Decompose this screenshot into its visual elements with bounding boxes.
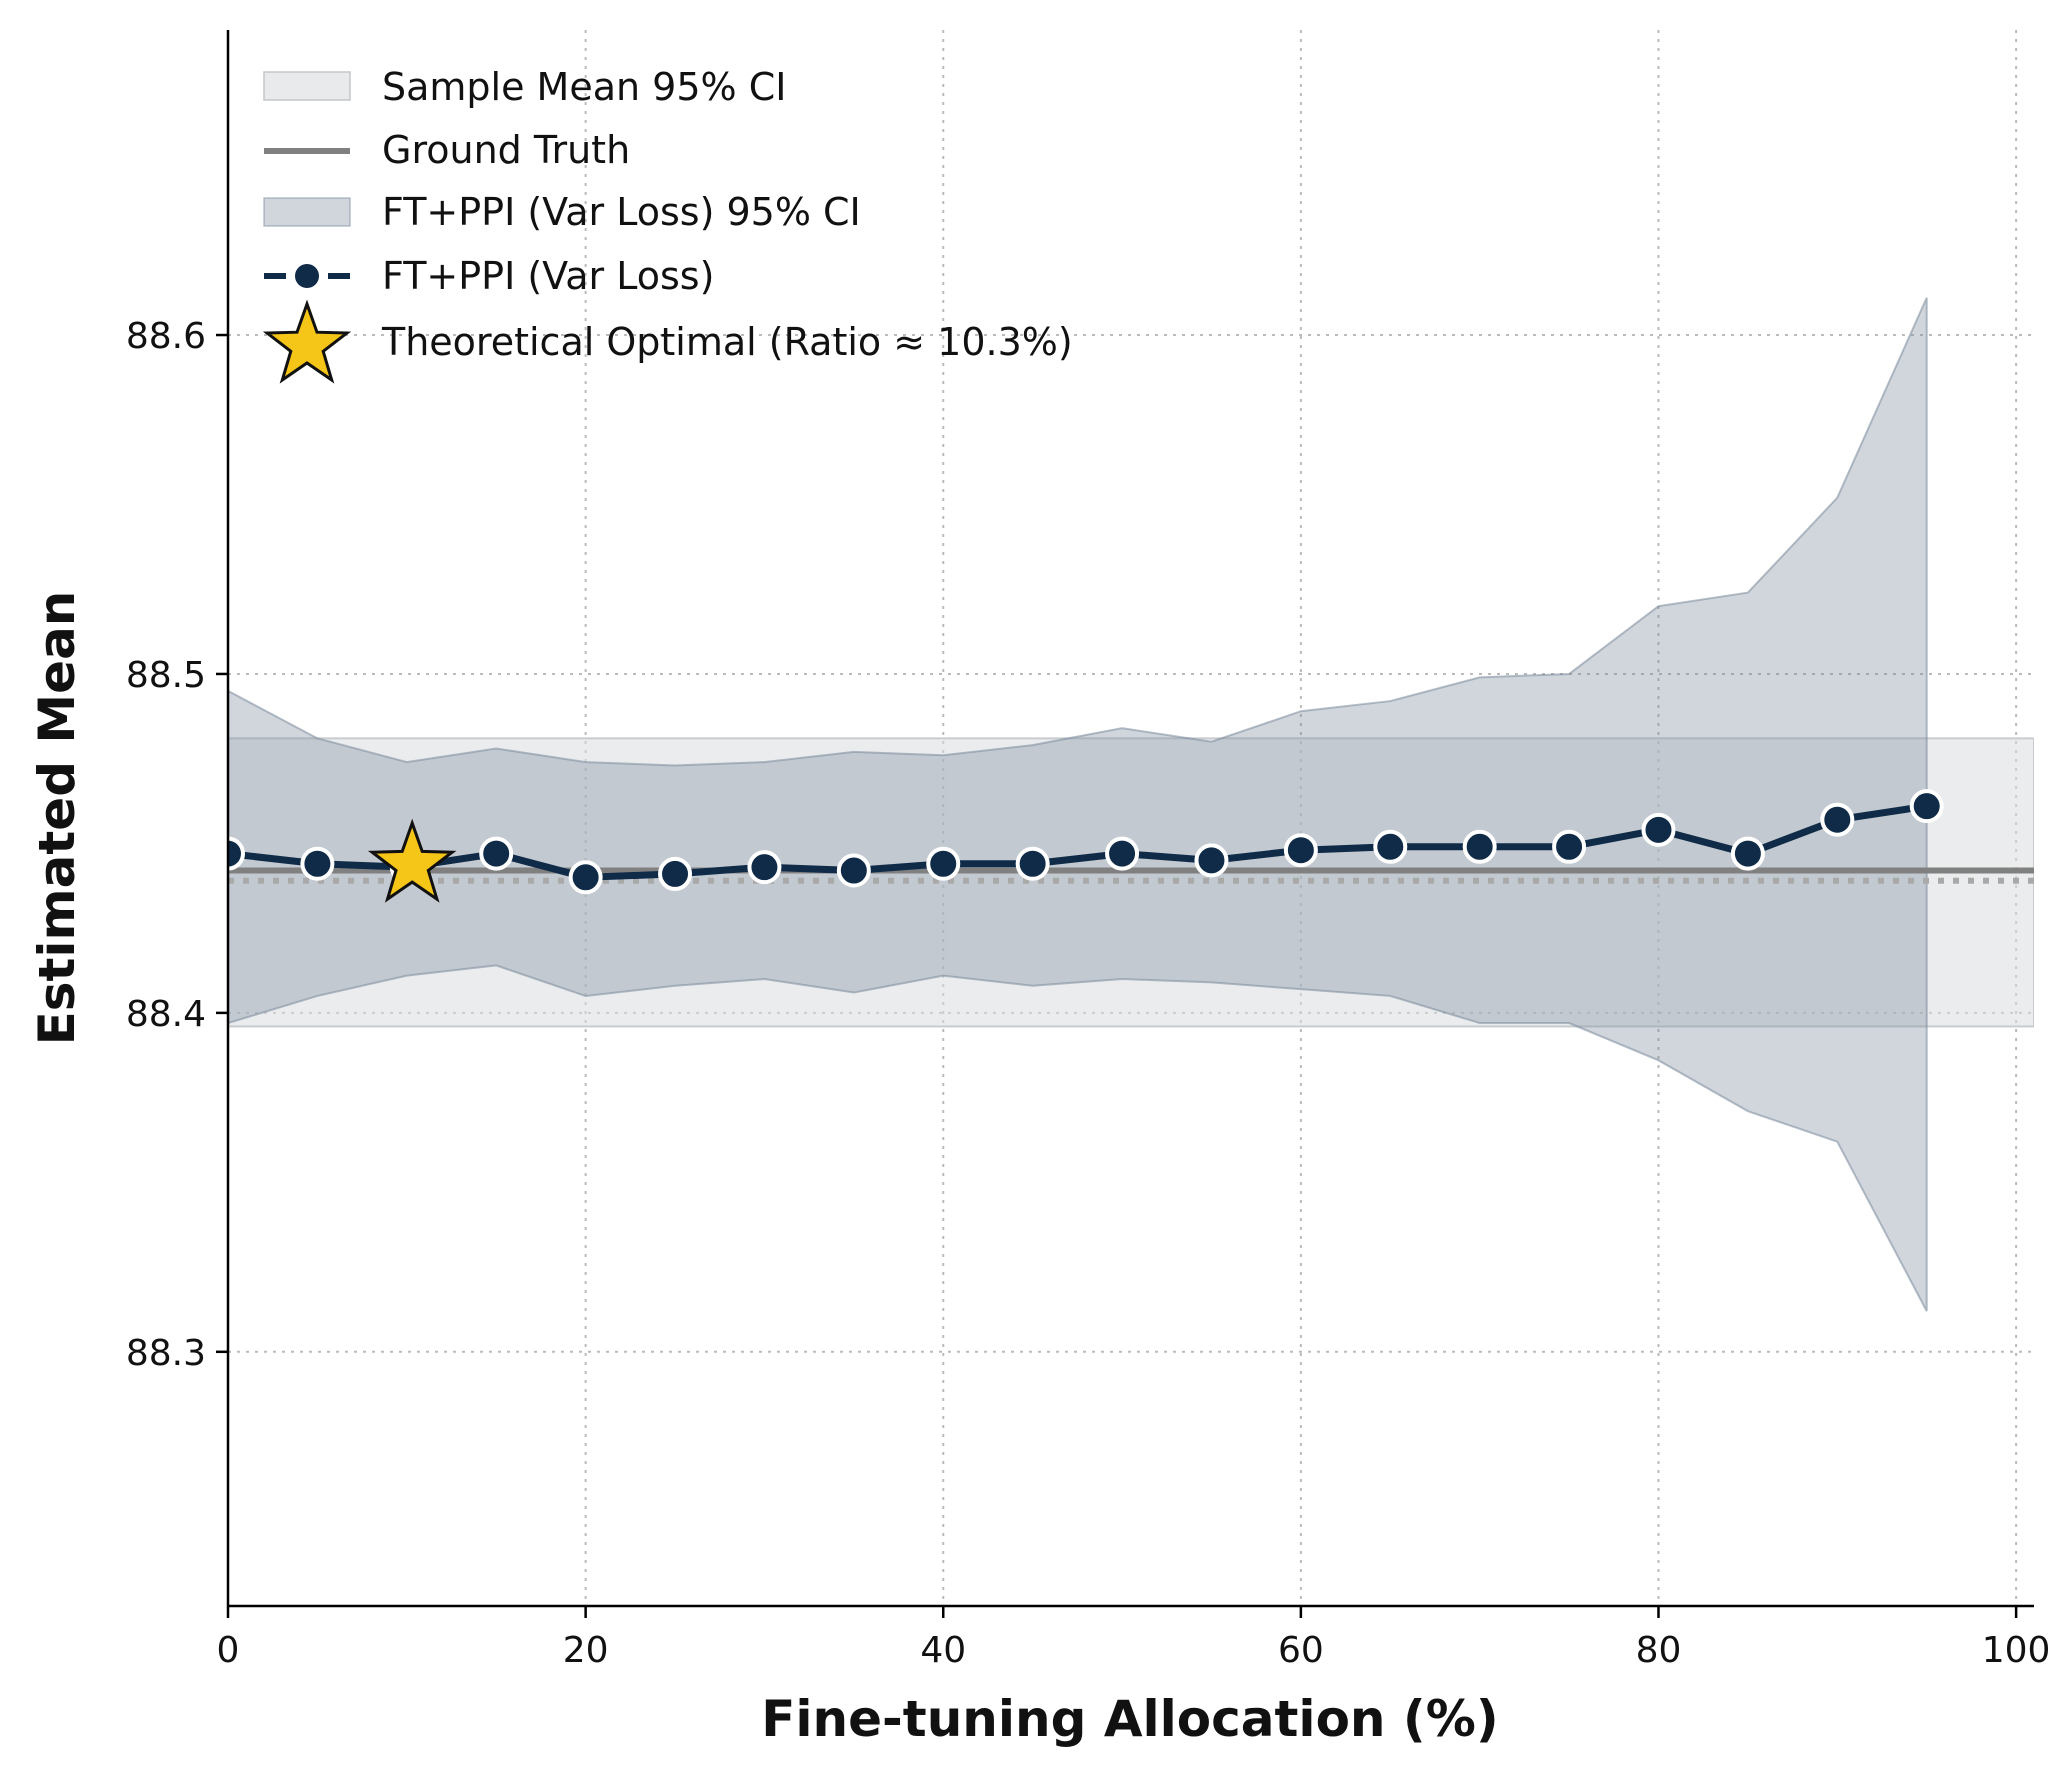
series-point-4 <box>568 860 603 895</box>
x-tick-label-1: 20 <box>563 1630 609 1671</box>
legend-label-series-ci: FT+PPI (Var Loss) 95% CI <box>382 190 861 234</box>
ticks: 0 20 40 60 80 100 88.3 88.4 88.5 88.6 <box>126 316 2051 1671</box>
series-point-6 <box>747 850 782 885</box>
series-point-9 <box>1015 846 1050 881</box>
series-point-3 <box>479 836 514 871</box>
legend-label-sample-ci: Sample Mean 95% CI <box>382 65 786 109</box>
series-point-15 <box>1552 829 1587 864</box>
series-point-7 <box>836 853 871 888</box>
series-point-5 <box>658 856 693 891</box>
y-tick-label-3: 88.6 <box>126 316 206 357</box>
legend-swatch-sample-ci <box>263 71 351 101</box>
series-ci-band <box>228 297 1928 1312</box>
series-point-17 <box>1730 836 1765 871</box>
series-point-0 <box>228 836 245 871</box>
y-tick-label-1: 88.4 <box>126 994 206 1035</box>
y-tick-label-0: 88.3 <box>126 1333 206 1374</box>
series-point-14 <box>1462 829 1497 864</box>
x-tick-label-0: 0 <box>217 1630 240 1671</box>
series-point-13 <box>1373 829 1408 864</box>
series-point-19 <box>1909 789 1944 824</box>
y-axis-title: Estimated Mean <box>28 591 86 1046</box>
series-point-12 <box>1283 833 1318 868</box>
legend-label-series: FT+PPI (Var Loss) <box>382 254 714 298</box>
x-tick-label-2: 40 <box>920 1630 966 1671</box>
series-point-8 <box>926 846 961 881</box>
optimal-star-marker <box>367 818 457 903</box>
legend-swatch-series-marker <box>295 264 319 288</box>
x-tick-label-5: 100 <box>1982 1630 2051 1671</box>
series-point-1 <box>300 846 335 881</box>
series-point-11 <box>1194 843 1229 878</box>
legend-swatch-series-ci <box>263 197 351 227</box>
legend-label-optimal: Theoretical Optimal (Ratio ≈ 10.3%) <box>381 320 1073 364</box>
x-axis-title: Fine-tuning Allocation (%) <box>761 1690 1498 1748</box>
series-point-10 <box>1105 836 1140 871</box>
x-tick-label-3: 60 <box>1278 1630 1324 1671</box>
y-tick-label-2: 88.5 <box>126 655 206 696</box>
axes <box>226 30 2034 1608</box>
series-point-18 <box>1820 802 1855 837</box>
legend: Sample Mean 95% CI Ground Truth FT+PPI (… <box>262 65 1073 384</box>
x-tick-label-4: 80 <box>1636 1630 1682 1671</box>
series-point-16 <box>1641 812 1676 847</box>
legend-label-ground-truth: Ground Truth <box>382 128 630 172</box>
legend-swatch-optimal-star <box>262 299 352 384</box>
